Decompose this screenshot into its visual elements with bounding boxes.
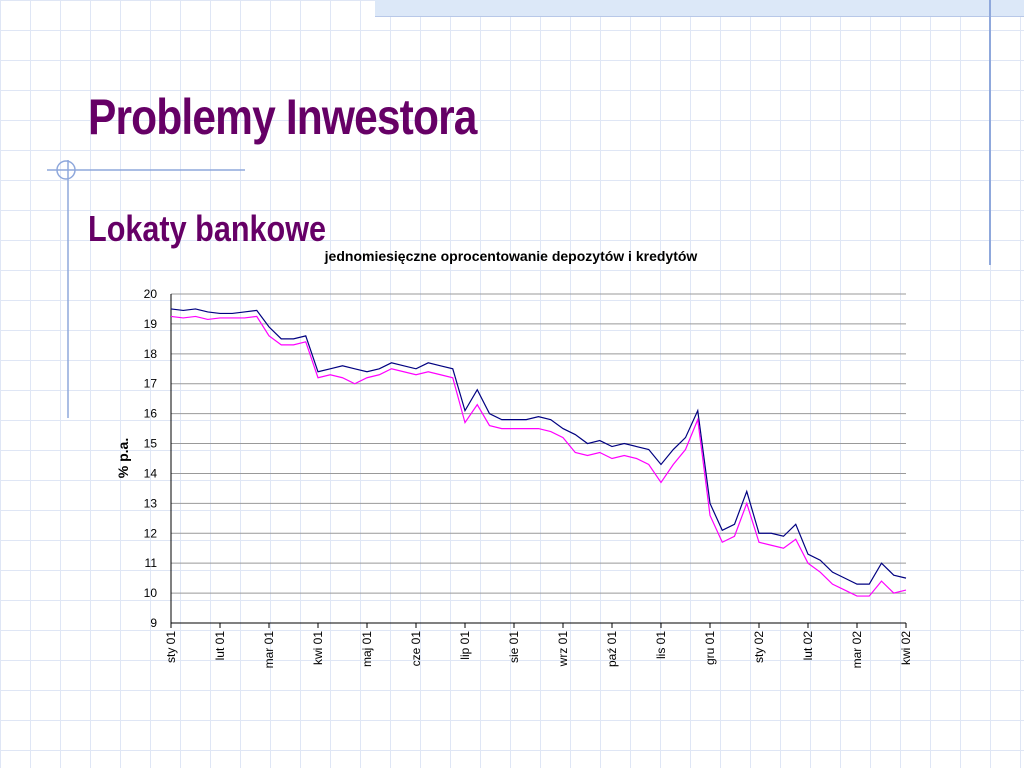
y-tick-label: 16 xyxy=(144,407,158,421)
decor-bar xyxy=(375,0,1024,17)
y-tick-label: 10 xyxy=(144,586,158,600)
y-tick-label: 11 xyxy=(145,556,158,570)
y-tick-label: 13 xyxy=(144,496,158,510)
x-tick-label: lip 01 xyxy=(458,631,472,660)
y-tick-label: 14 xyxy=(144,466,158,480)
series-line xyxy=(170,315,907,597)
x-tick-label: cze 01 xyxy=(409,631,423,667)
y-tick-label: 9 xyxy=(150,616,157,630)
y-tick-label: 12 xyxy=(144,526,158,540)
x-tick-label: lut 02 xyxy=(801,631,815,661)
x-tick-label: mar 01 xyxy=(262,631,276,669)
chart-title: jednomiesięczne oprocentowanie depozytów… xyxy=(324,248,698,264)
y-tick-label: 20 xyxy=(144,287,158,301)
decor-circle xyxy=(56,160,76,180)
y-tick-label: 17 xyxy=(144,377,158,391)
x-tick-label: sty 01 xyxy=(164,631,178,663)
x-tick-label: lis 01 xyxy=(654,631,668,659)
x-tick-label: mar 02 xyxy=(850,631,864,669)
x-tick-label: lut 01 xyxy=(213,631,227,661)
x-tick-label: kwi 02 xyxy=(899,631,913,665)
x-tick-label: wrz 01 xyxy=(556,631,570,668)
x-tick-label: kwi 01 xyxy=(311,631,325,665)
slide-subtitle: Lokaty bankowe xyxy=(88,208,327,249)
y-axis-label: % p.a. xyxy=(115,438,131,478)
y-tick-label: 15 xyxy=(144,437,158,451)
decor-line xyxy=(989,0,991,265)
x-tick-label: sty 02 xyxy=(752,631,766,663)
y-tick-label: 19 xyxy=(144,317,158,331)
x-tick-label: sie 01 xyxy=(507,631,521,663)
x-tick-label: paź 01 xyxy=(605,631,619,667)
x-tick-label: gru 01 xyxy=(703,631,717,665)
series-line xyxy=(170,308,907,585)
x-tick-label: maj 01 xyxy=(360,631,374,667)
slide-title: Problemy Inwestora xyxy=(88,89,477,145)
y-tick-label: 18 xyxy=(144,347,158,361)
